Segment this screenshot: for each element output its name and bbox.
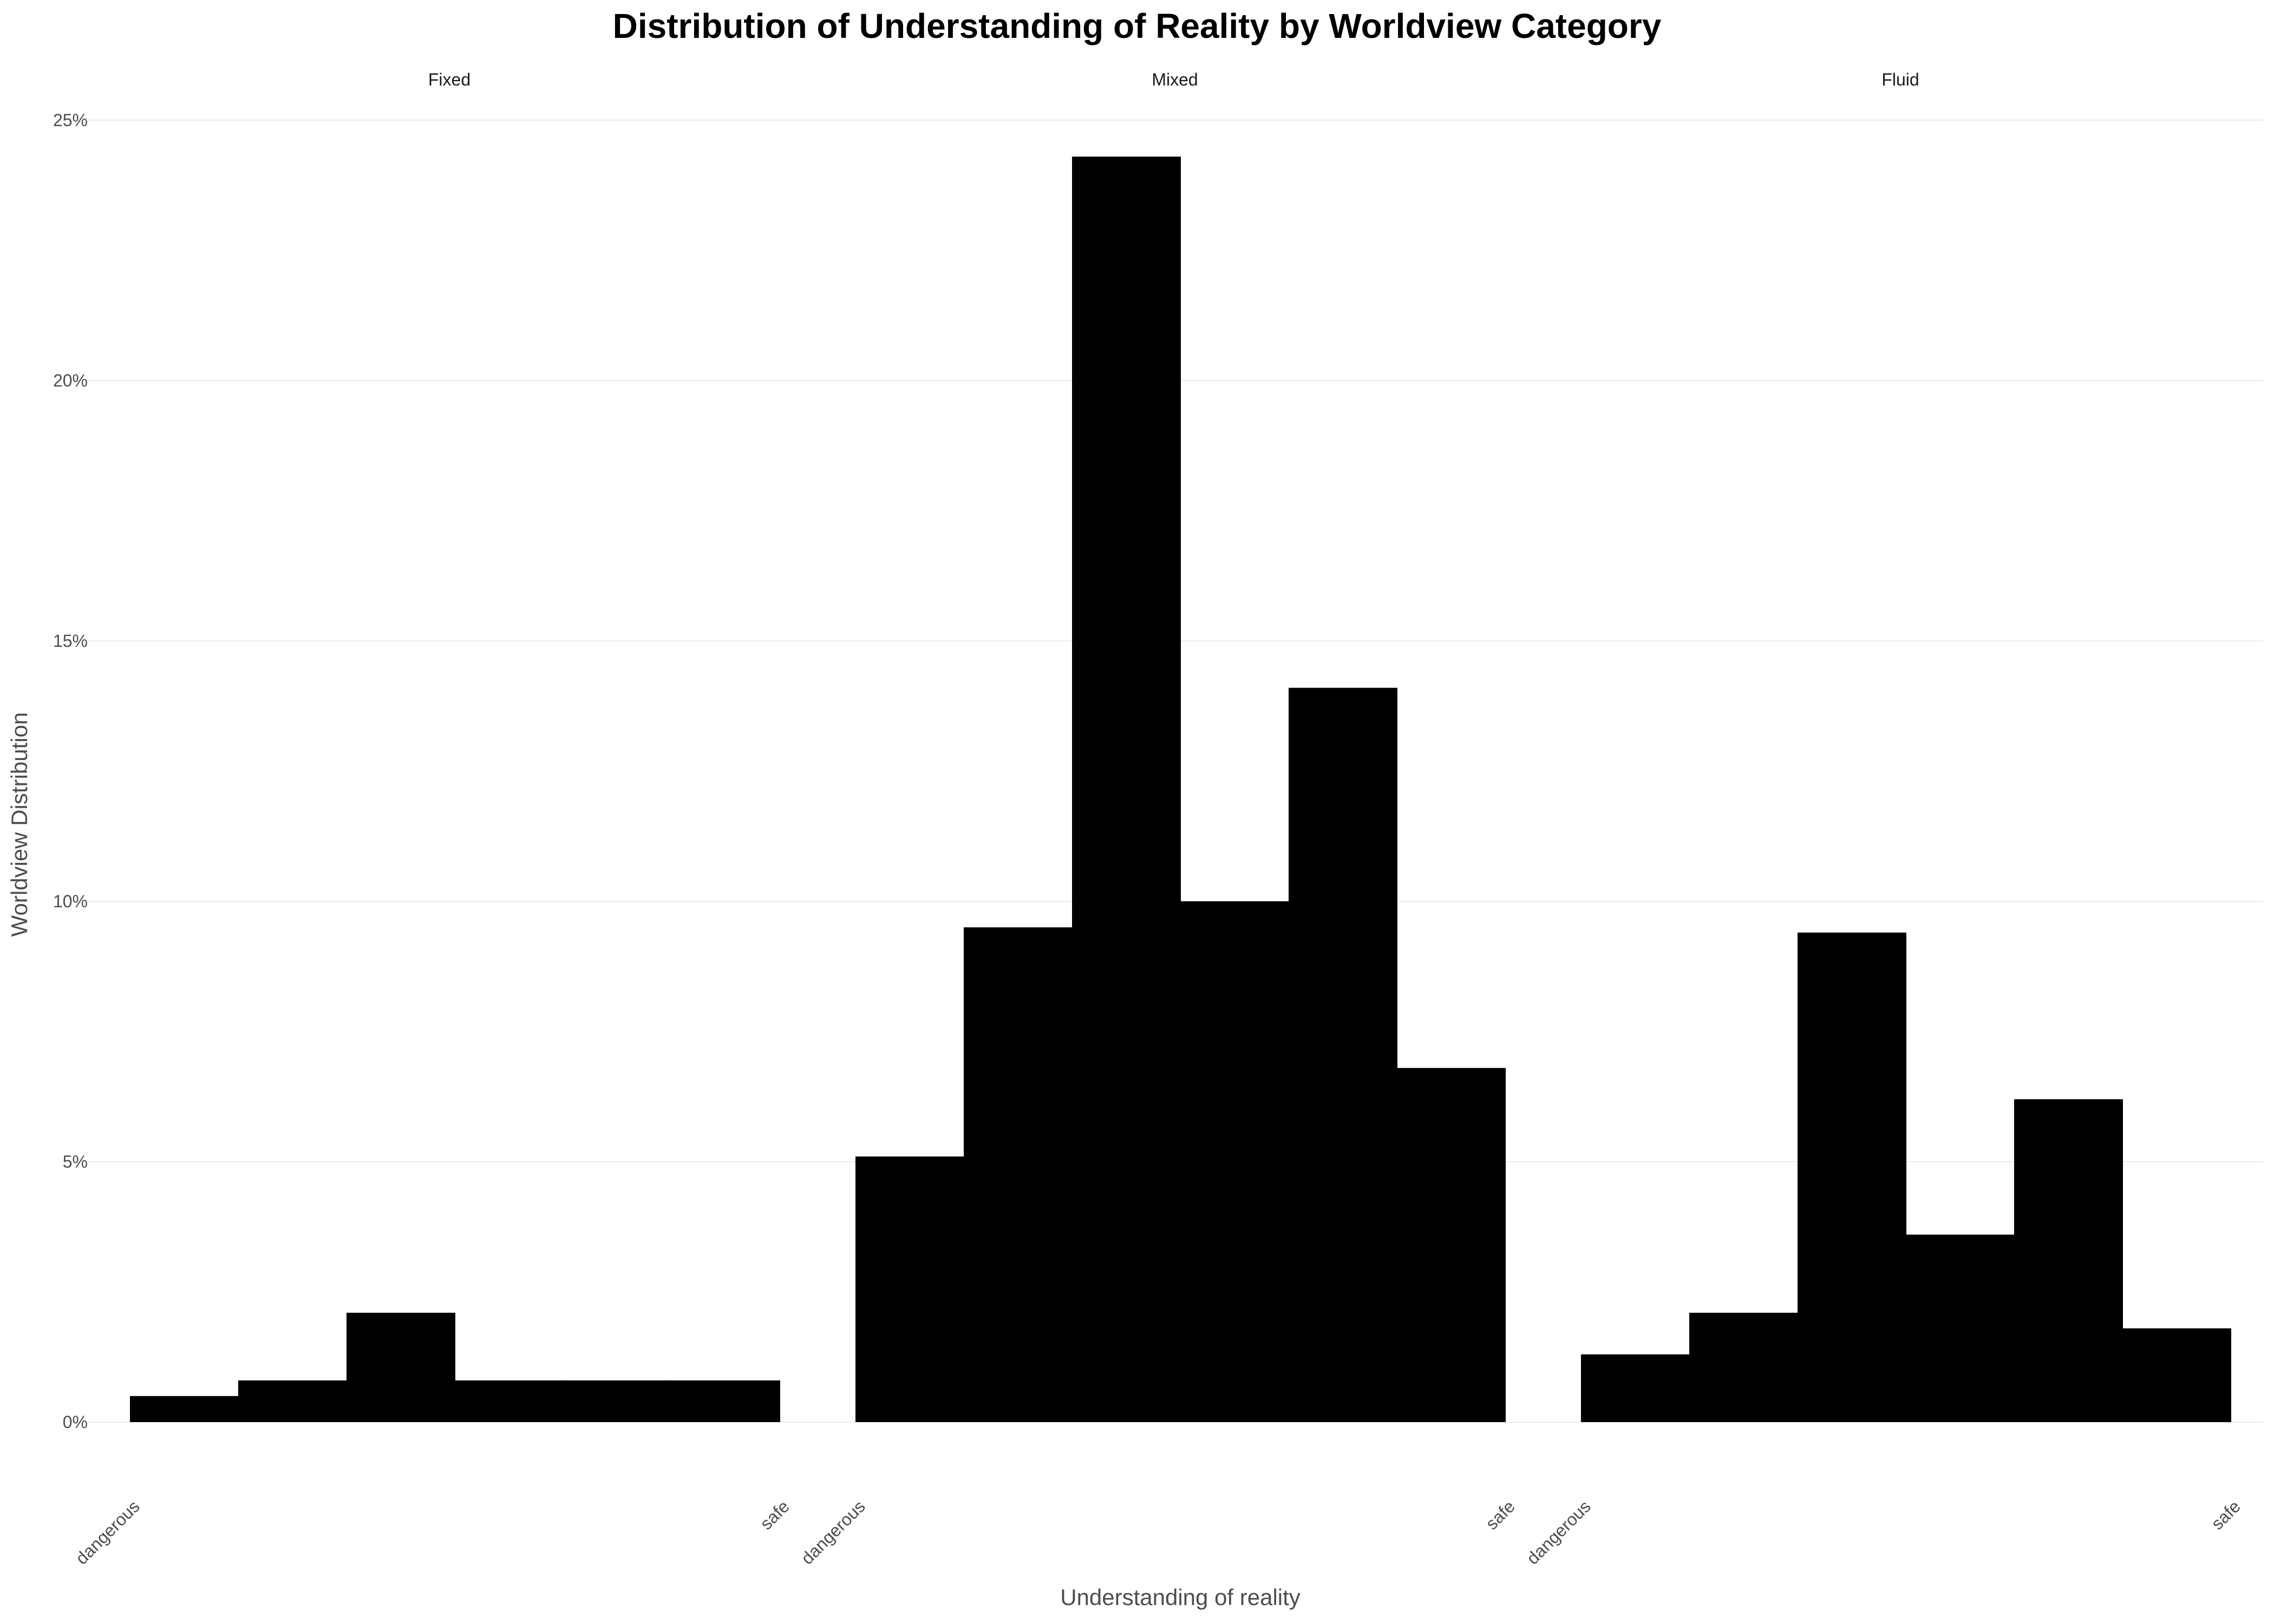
histogram-bar bbox=[1180, 901, 1289, 1422]
x-tick-label: safe bbox=[756, 1496, 793, 1533]
histogram-bar bbox=[347, 1312, 455, 1422]
histogram-bar bbox=[1072, 156, 1181, 1422]
facet-label: Fixed bbox=[428, 70, 471, 89]
x-tick-label: dangerous bbox=[72, 1496, 143, 1568]
facet-label: Fluid bbox=[1881, 70, 1919, 89]
histogram-bar bbox=[1798, 932, 1906, 1422]
histogram-bar bbox=[1397, 1068, 1506, 1422]
histogram-bar bbox=[1289, 687, 1397, 1422]
x-tick-label: safe bbox=[2207, 1496, 2244, 1533]
histogram-bar bbox=[455, 1380, 564, 1422]
histogram-bar bbox=[855, 1156, 964, 1422]
x-tick-label: dangerous bbox=[1523, 1496, 1595, 1568]
y-tick-label: 20% bbox=[53, 371, 88, 390]
y-tick-label: 15% bbox=[53, 631, 88, 651]
histogram-bar bbox=[1689, 1312, 1798, 1422]
histogram-bar bbox=[1581, 1354, 1690, 1422]
x-tick-label: safe bbox=[1482, 1496, 1519, 1533]
y-tick-label: 10% bbox=[53, 892, 88, 911]
facet-panel-fixed: Fixed dangerous safe bbox=[72, 70, 812, 1568]
x-tick-label: dangerous bbox=[798, 1496, 869, 1568]
histogram-bar bbox=[671, 1380, 780, 1422]
histogram-bar bbox=[1906, 1234, 2015, 1422]
histogram-bar bbox=[2014, 1099, 2123, 1422]
facet-label: Mixed bbox=[1152, 70, 1198, 89]
facet-panel-fluid: Fluid dangerous safe bbox=[1523, 70, 2263, 1568]
facet-panel-mixed: Mixed dangerous safe bbox=[798, 70, 1538, 1568]
y-tick-label: 25% bbox=[53, 110, 88, 130]
histogram-bar bbox=[238, 1380, 347, 1422]
histogram-bar bbox=[964, 927, 1073, 1422]
chart-title: Distribution of Understanding of Reality… bbox=[613, 6, 1662, 45]
histogram-bar bbox=[130, 1396, 239, 1422]
y-tick-label: 5% bbox=[63, 1152, 88, 1171]
y-tick-label: 0% bbox=[63, 1412, 88, 1432]
x-axis-label: Understanding of reality bbox=[1060, 1584, 1301, 1610]
histogram-bar bbox=[563, 1380, 672, 1422]
histogram-bar bbox=[2122, 1328, 2231, 1422]
y-axis-label: Worldview Distribution bbox=[6, 712, 32, 937]
